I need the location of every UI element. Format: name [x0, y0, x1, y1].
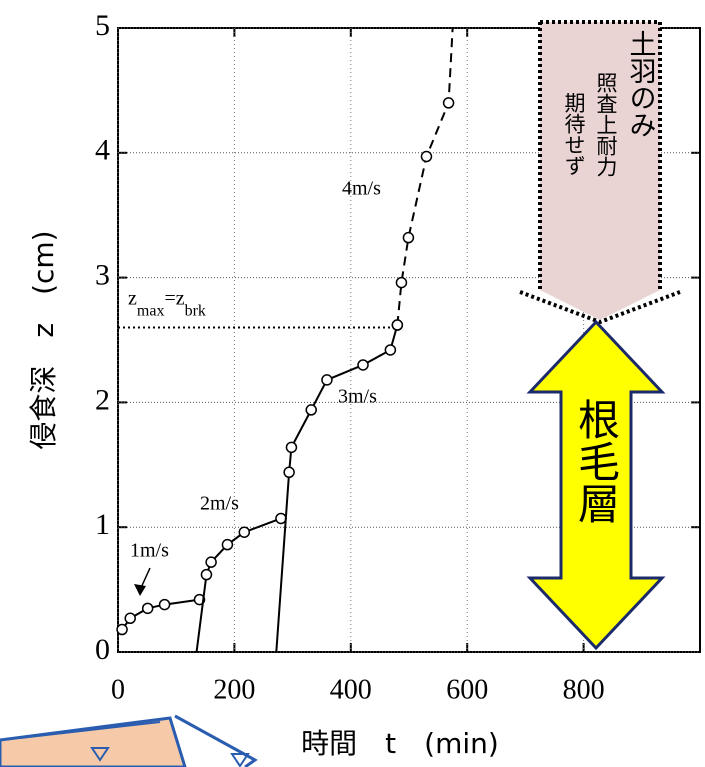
data-point: [358, 360, 368, 370]
pointer-arrowhead: [134, 584, 146, 596]
y-tick-label: 4: [95, 134, 110, 167]
data-point: [143, 603, 153, 613]
data-point: [385, 345, 395, 355]
y-tick-label: 5: [95, 9, 110, 42]
data-point: [117, 625, 127, 635]
data-point: [392, 320, 402, 330]
data-point: [276, 513, 286, 523]
x-tick-label: 200: [213, 674, 255, 705]
data-point: [201, 570, 211, 580]
data-point: [322, 375, 332, 385]
callout-text: 土羽のみ: [625, 30, 657, 138]
x-axis-label: 時間 t (min): [301, 727, 499, 760]
data-point: [403, 233, 413, 243]
callout-text: 期待せず: [562, 92, 586, 176]
threshold-label-part: max: [137, 302, 165, 319]
y-tick-label: 3: [95, 258, 110, 291]
x-tick-label: 800: [563, 674, 605, 705]
data-point: [239, 527, 249, 537]
x-tick-label: 0: [111, 674, 125, 705]
data-point: [286, 442, 296, 452]
callout-text: 照査上耐力: [594, 72, 618, 177]
decor-line: [175, 716, 255, 767]
data-point: [396, 278, 406, 288]
x-tick-label: 400: [330, 674, 372, 705]
data-point: [206, 557, 216, 567]
data-point: [306, 405, 316, 415]
data-point: [160, 600, 170, 610]
threshold-label-part: =z: [164, 287, 184, 309]
y-axis-label: 侵食深 z (cm): [27, 230, 60, 449]
x-tick-label: 600: [446, 674, 488, 705]
data-point: [421, 152, 431, 162]
y-tick-label: 2: [95, 383, 110, 416]
y-tick-label: 0: [95, 633, 110, 666]
series-line: [197, 518, 281, 652]
arrow-label: 根毛層: [572, 398, 621, 524]
y-tick-label: 1: [95, 508, 110, 541]
threshold-label: zmax=zbrk: [128, 287, 206, 319]
series-label: 4m/s: [342, 178, 381, 200]
decor-shape: [0, 718, 185, 767]
chart: 侵食深 z (cm) 時間 t (min) 0 1 2 3 4 5 0 200 400 600 80…: [0, 0, 705, 767]
threshold-label-part: z: [128, 287, 137, 309]
data-point: [222, 540, 232, 550]
data-point: [284, 467, 294, 477]
data-point: [444, 98, 454, 108]
data-point: [125, 613, 135, 623]
series-label: 3m/s: [338, 386, 377, 408]
series-label: 1m/s: [130, 540, 169, 562]
threshold-label-part: brk: [185, 302, 206, 319]
series-label: 2m/s: [200, 493, 239, 515]
series-line: [276, 325, 397, 652]
